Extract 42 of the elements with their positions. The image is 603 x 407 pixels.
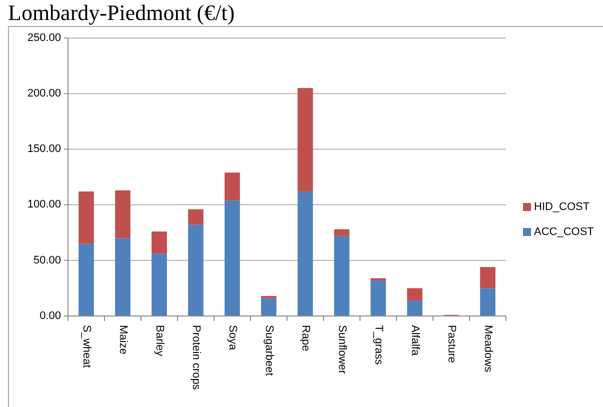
y-tick-label: 50.00 [33, 254, 61, 266]
bar [152, 231, 167, 254]
y-tick-label: 200.00 [27, 88, 61, 100]
chart-title: Lombardy-Piedmont (€/t) [8, 0, 235, 25]
x-tick-label: S_wheat [80, 325, 92, 368]
x-tick-label: Maize [116, 325, 129, 354]
bar [298, 191, 313, 316]
bar [188, 209, 204, 225]
x-tick-label: Sunflower [336, 325, 348, 374]
x-tick-label: Barley [153, 325, 166, 357]
bar [188, 224, 204, 316]
bar [480, 288, 496, 316]
bar [334, 229, 350, 236]
bar [224, 200, 240, 316]
bar [480, 267, 496, 288]
bar [298, 88, 313, 192]
bar [370, 280, 386, 316]
bar [78, 191, 94, 244]
bar [115, 190, 130, 238]
bar [78, 244, 94, 316]
x-tick-label: Pasture [445, 325, 458, 363]
x-tick-label: Soya [226, 325, 238, 351]
x-tick-label: Rape [299, 325, 312, 352]
y-tick-label: 250.00 [27, 32, 61, 44]
x-tick-label: Protein crops [190, 325, 202, 390]
bar [334, 236, 350, 316]
x-tick-label: Sugarbeet [262, 325, 275, 376]
bar [261, 298, 276, 316]
legend-label: ACC_COST [534, 226, 594, 238]
x-tick-label: T_grass [372, 325, 384, 366]
bar [407, 288, 422, 300]
y-tick-label: 100.00 [27, 198, 61, 211]
x-tick-label: Meadows [482, 325, 494, 373]
bar [261, 296, 276, 298]
bar [407, 300, 422, 316]
y-tick-label: 0.00 [40, 310, 61, 322]
y-tick-label: 150.00 [27, 143, 61, 156]
legend-label: HID_COST [534, 200, 590, 213]
bar [152, 254, 167, 316]
bar [115, 238, 130, 316]
x-tick-label: Alfalfa [408, 325, 421, 356]
bar [224, 172, 240, 200]
